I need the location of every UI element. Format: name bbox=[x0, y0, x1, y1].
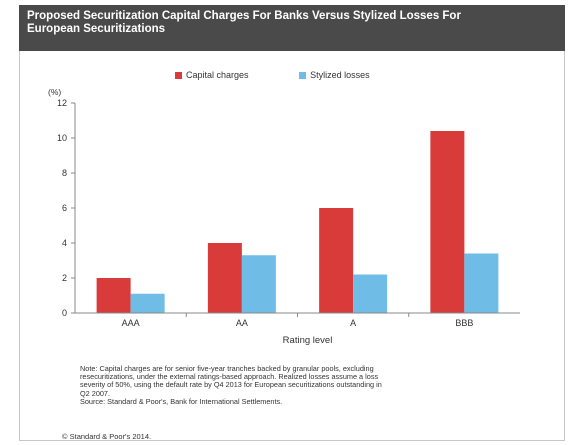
bar-stylized-losses-bbb bbox=[464, 253, 499, 313]
y-tick-label: 10 bbox=[57, 133, 67, 143]
y-tick-label: 8 bbox=[62, 168, 67, 178]
legend-label-capital-charges: Capital charges bbox=[186, 70, 249, 80]
note-source-line: Source: Standard & Poor's, Bank for Inte… bbox=[80, 396, 283, 406]
note-line-3: severity of 50%, using the default rate … bbox=[80, 380, 382, 390]
bar-capital-charges-aaa bbox=[96, 278, 131, 313]
legend-swatch-capital-charges bbox=[175, 72, 182, 80]
chart-note: Note: Capital charges are for senior fiv… bbox=[80, 364, 525, 406]
legend: Capital charges Stylized losses bbox=[175, 70, 418, 80]
note-line-2: resecuritizations, under the external ra… bbox=[80, 372, 379, 382]
legend-swatch-stylized-losses bbox=[299, 72, 307, 80]
chart-title-line-1: Proposed Securitization Capital Charges … bbox=[27, 10, 461, 22]
bar-stylized-losses-aa bbox=[241, 255, 276, 313]
y-tick-label: 12 bbox=[57, 98, 67, 108]
chart-frame bbox=[19, 51, 565, 441]
bar-capital-charges-a bbox=[319, 208, 354, 313]
x-tick-label: AA bbox=[236, 318, 248, 328]
legend-label-stylized-losses: Stylized losses bbox=[310, 70, 370, 80]
x-tick-label: BBB bbox=[455, 318, 473, 328]
legend-item-stylized-losses: Stylized losses bbox=[299, 70, 370, 80]
chart-title: Proposed Securitization Capital Charges … bbox=[19, 5, 565, 51]
x-tick-label: AAA bbox=[122, 318, 140, 328]
bar-stylized-losses-a bbox=[353, 274, 388, 313]
legend-item-capital-charges: Capital charges bbox=[175, 70, 249, 80]
bar-capital-charges-aa bbox=[207, 243, 242, 313]
note-line-4: Q2 2007. bbox=[80, 388, 111, 398]
x-tick-label: A bbox=[350, 318, 356, 328]
note-line-1: Note: Capital charges are for senior fiv… bbox=[80, 364, 374, 373]
y-tick-label: 0 bbox=[62, 308, 67, 318]
chart-title-line-2: European Securitizations bbox=[27, 23, 166, 35]
bar-stylized-losses-aaa bbox=[130, 293, 165, 313]
y-tick-label: 2 bbox=[62, 273, 67, 283]
bar-capital-charges-bbb bbox=[430, 131, 465, 313]
x-axis-title: Rating level bbox=[283, 335, 333, 346]
copyright: © Standard & Poor's 2014. bbox=[62, 432, 152, 441]
y-tick-label: 6 bbox=[62, 203, 67, 213]
y-tick-label: 4 bbox=[62, 238, 67, 248]
y-axis-unit-label: (%) bbox=[48, 87, 62, 97]
